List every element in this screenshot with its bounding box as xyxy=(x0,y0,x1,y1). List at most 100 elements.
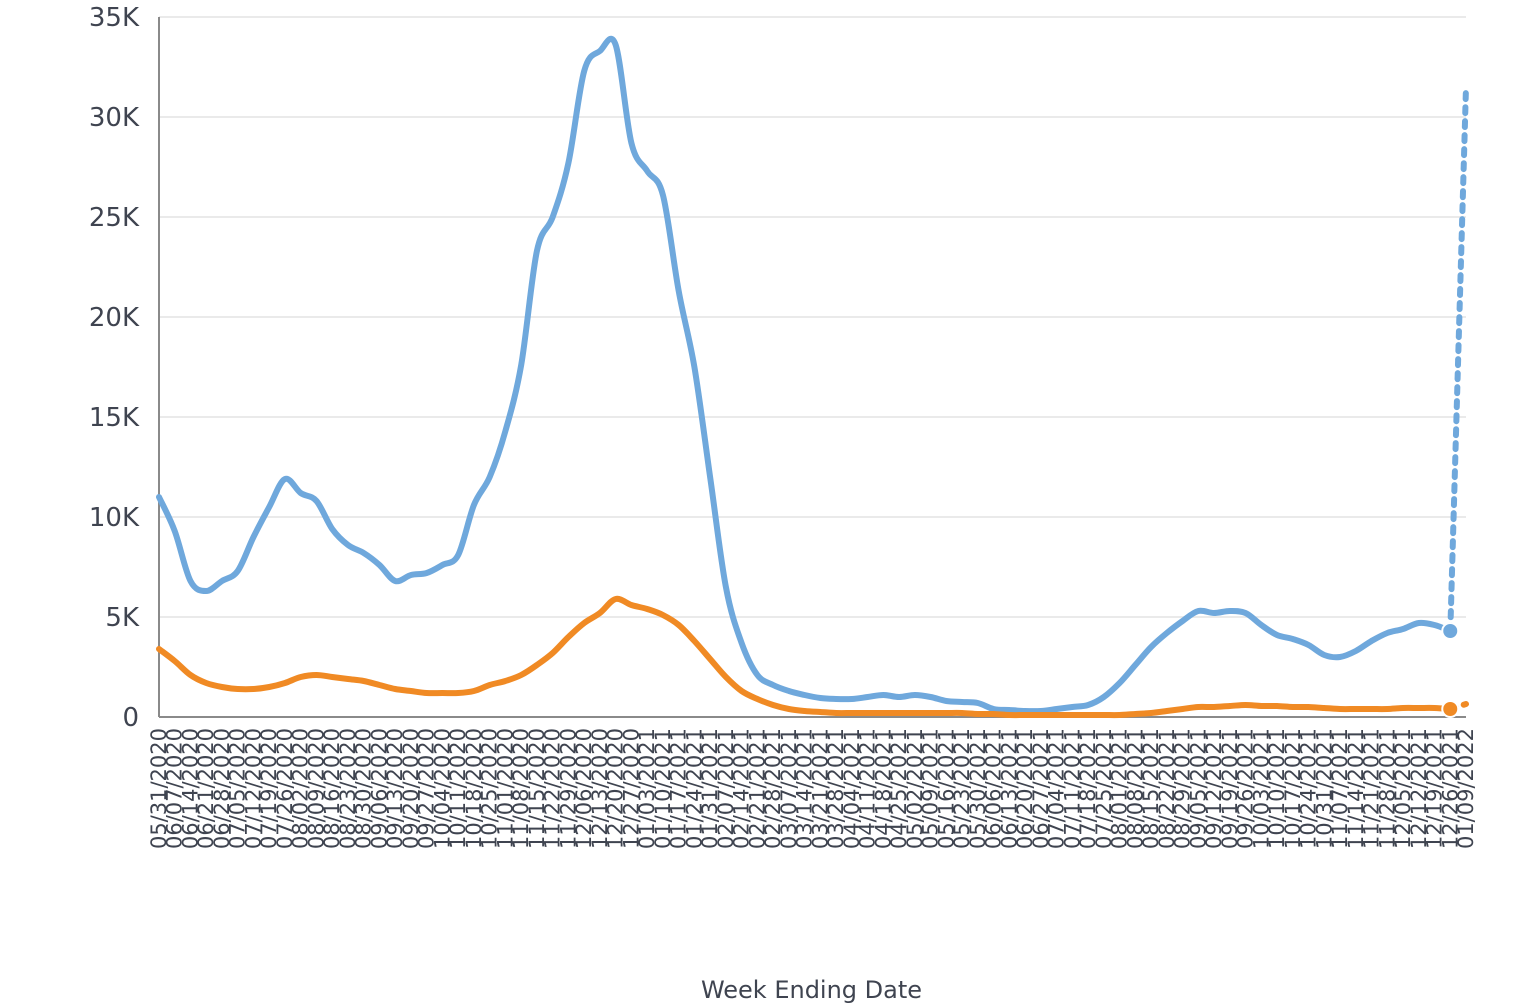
x-tick-label: 10/11/2020 xyxy=(446,728,470,849)
x-tick-label: 08/09/2020 xyxy=(305,728,329,849)
x-tick-label: 09/05/2021 xyxy=(1186,728,1210,849)
x-tick-label: 10/31/2021 xyxy=(1312,728,1336,849)
x-tick-label: 11/22/2020 xyxy=(541,728,565,849)
x-tick-label: 09/12/2021 xyxy=(1202,728,1226,849)
x-tick-label: 05/02/2021 xyxy=(903,728,927,849)
x-tick-label: 02/07/2021 xyxy=(714,728,738,849)
x-tick-label: 11/07/2021 xyxy=(1328,728,1352,849)
x-tick-label: 08/01/2021 xyxy=(1108,728,1132,849)
x-tick-label: 12/05/2021 xyxy=(1391,728,1415,849)
x-tick-label: 09/19/2021 xyxy=(1218,728,1242,849)
x-tick-label: 07/04/2021 xyxy=(1045,728,1069,849)
y-tick-label: 5K xyxy=(105,603,140,633)
x-tick-label: 12/19/2021 xyxy=(1423,728,1447,849)
x-tick-label: 07/12/2020 xyxy=(242,728,266,849)
x-tick-label: 11/29/2020 xyxy=(556,728,580,849)
x-tick-label: 12/27/2020 xyxy=(619,728,643,849)
x-tick-label: 08/23/2020 xyxy=(336,728,360,849)
x-tick-label: 08/08/2021 xyxy=(1123,728,1147,849)
x-tick-label: 05/23/2021 xyxy=(950,728,974,849)
x-tick-label: 06/21/2020 xyxy=(194,728,218,849)
x-tick-label: 07/25/2021 xyxy=(1092,728,1116,849)
y-tick-label: 30K xyxy=(89,103,140,133)
x-tick-label: 04/25/2021 xyxy=(887,728,911,849)
x-tick-label: 01/03/2021 xyxy=(635,728,659,849)
x-tick-label: 06/20/2021 xyxy=(1013,728,1037,849)
series-line-1-provisional xyxy=(1447,84,1469,634)
x-tick-label: 06/14/2020 xyxy=(179,728,203,849)
x-tick-label: 08/29/2021 xyxy=(1171,728,1195,849)
x-tick-label: 06/27/2021 xyxy=(1029,728,1053,849)
x-tick-label: 03/28/2021 xyxy=(824,728,848,849)
y-tick-label: 0 xyxy=(122,703,139,733)
series-1-marker[interactable] xyxy=(1441,622,1460,640)
x-tick-label: 09/27/2020 xyxy=(415,728,439,849)
x-tick-label: 04/18/2021 xyxy=(871,728,895,849)
x-tick-label: 10/04/2020 xyxy=(430,728,454,849)
x-tick-label: 02/21/2021 xyxy=(745,728,769,849)
x-tick-label: 06/28/2020 xyxy=(210,728,234,849)
x-tick-label: 03/21/2021 xyxy=(808,728,832,849)
y-axis-tick-labels: 0 5K 10K 15K 20K 25K 30K 35K xyxy=(89,3,140,733)
x-tick-label: 01/24/2021 xyxy=(682,728,706,849)
x-tick-label: 02/14/2021 xyxy=(730,728,754,849)
x-tick-label: 11/14/2021 xyxy=(1344,728,1368,849)
x-tick-label: 12/12/2021 xyxy=(1407,728,1431,849)
x-tick-label: 12/20/2020 xyxy=(604,728,628,849)
series-lines xyxy=(156,35,1469,719)
x-tick-label: 09/13/2020 xyxy=(383,728,407,849)
gridlines xyxy=(159,16,1466,618)
x-tick-label: 10/10/2021 xyxy=(1265,728,1289,849)
x-tick-label: 05/31/2020 xyxy=(147,728,171,849)
series-2-marker[interactable] xyxy=(1441,700,1460,718)
series-line-1 xyxy=(156,35,1454,715)
x-tick-label: 03/07/2021 xyxy=(777,728,801,849)
x-tick-label: 08/02/2020 xyxy=(289,728,313,849)
x-tick-label: 01/31/2021 xyxy=(698,728,722,849)
x-tick-label: 01/09/2022 xyxy=(1454,728,1478,849)
y-tick-label: 35K xyxy=(89,3,140,33)
x-tick-label: 10/03/2021 xyxy=(1249,728,1273,849)
series-line-2 xyxy=(156,595,1454,719)
x-tick-label: 04/11/2021 xyxy=(856,728,880,849)
x-tick-label: 01/10/2021 xyxy=(651,728,675,849)
x-tick-label: 10/25/2020 xyxy=(478,728,502,849)
y-tick-label: 10K xyxy=(89,503,140,533)
x-tick-label: 07/11/2021 xyxy=(1060,728,1084,849)
x-tick-label: 07/05/2020 xyxy=(226,728,250,849)
x-tick-label: 10/18/2020 xyxy=(462,728,486,849)
x-tick-label: 12/06/2020 xyxy=(572,728,596,849)
x-tick-label: 03/14/2021 xyxy=(793,728,817,849)
x-tick-label: 07/19/2020 xyxy=(257,728,281,849)
x-tick-label: 12/26/2021 xyxy=(1438,728,1462,849)
x-tick-label: 11/15/2020 xyxy=(525,728,549,849)
x-tick-label: 06/06/2021 xyxy=(982,728,1006,849)
y-tick-label: 25K xyxy=(89,203,140,233)
x-tick-label: 05/09/2021 xyxy=(919,728,943,849)
x-tick-label: 10/17/2021 xyxy=(1281,728,1305,849)
x-axis-title: Week Ending Date xyxy=(701,976,922,1004)
x-tick-label: 07/26/2020 xyxy=(273,728,297,849)
x-tick-label: 02/28/2021 xyxy=(761,728,785,849)
x-tick-label: 05/16/2021 xyxy=(934,728,958,849)
x-tick-label: 11/01/2020 xyxy=(493,728,517,849)
x-tick-label: 11/21/2021 xyxy=(1360,728,1384,849)
y-tick-label: 20K xyxy=(89,303,140,333)
x-tick-label: 09/26/2021 xyxy=(1234,728,1258,849)
x-tick-label: 09/06/2020 xyxy=(368,728,392,849)
x-tick-label: 06/07/2020 xyxy=(163,728,187,849)
x-tick-label: 10/24/2021 xyxy=(1297,728,1321,849)
x-tick-label: 06/13/2021 xyxy=(997,728,1021,849)
x-tick-label: 11/08/2020 xyxy=(509,728,533,849)
x-tick-label: 08/16/2020 xyxy=(320,728,344,849)
x-tick-label: 08/22/2021 xyxy=(1155,728,1179,849)
x-tick-label: 08/30/2020 xyxy=(352,728,376,849)
x-tick-label: 07/18/2021 xyxy=(1076,728,1100,849)
x-tick-label: 09/20/2020 xyxy=(399,728,423,849)
x-tick-label: 11/28/2021 xyxy=(1375,728,1399,849)
y-tick-label: 15K xyxy=(89,403,140,433)
x-tick-label: 04/04/2021 xyxy=(840,728,864,849)
x-tick-label: 08/15/2021 xyxy=(1139,728,1163,849)
x-axis-tick-labels: 05/31/202006/07/202006/14/202006/21/2020… xyxy=(147,728,1478,849)
